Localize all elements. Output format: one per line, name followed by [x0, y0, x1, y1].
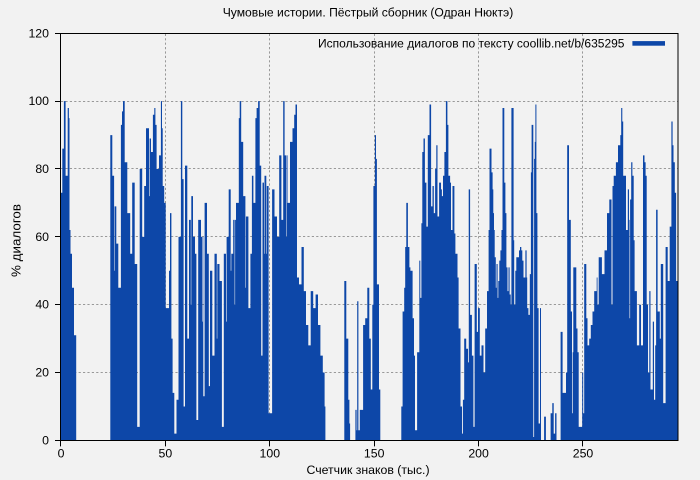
- svg-text:Счетчик знаков (тыс.): Счетчик знаков (тыс.): [306, 463, 429, 477]
- svg-text:Использование диалогов по текс: Использование диалогов по тексту coollib…: [318, 36, 625, 50]
- svg-text:200: 200: [468, 447, 489, 461]
- svg-text:100: 100: [28, 94, 49, 108]
- svg-text:100: 100: [260, 447, 281, 461]
- svg-text:60: 60: [35, 230, 49, 244]
- svg-text:80: 80: [35, 162, 49, 176]
- svg-text:120: 120: [28, 26, 49, 40]
- svg-text:0: 0: [58, 447, 65, 461]
- svg-text:20: 20: [35, 366, 49, 380]
- svg-text:150: 150: [364, 447, 385, 461]
- svg-text:% диалогов: % диалогов: [9, 204, 24, 277]
- svg-text:250: 250: [573, 447, 594, 461]
- svg-text:0: 0: [42, 433, 49, 447]
- svg-text:50: 50: [159, 447, 173, 461]
- svg-text:40: 40: [35, 298, 49, 312]
- svg-text:Чумовые истории. Пёстрый сборн: Чумовые истории. Пёстрый сборник (Одран …: [223, 6, 514, 20]
